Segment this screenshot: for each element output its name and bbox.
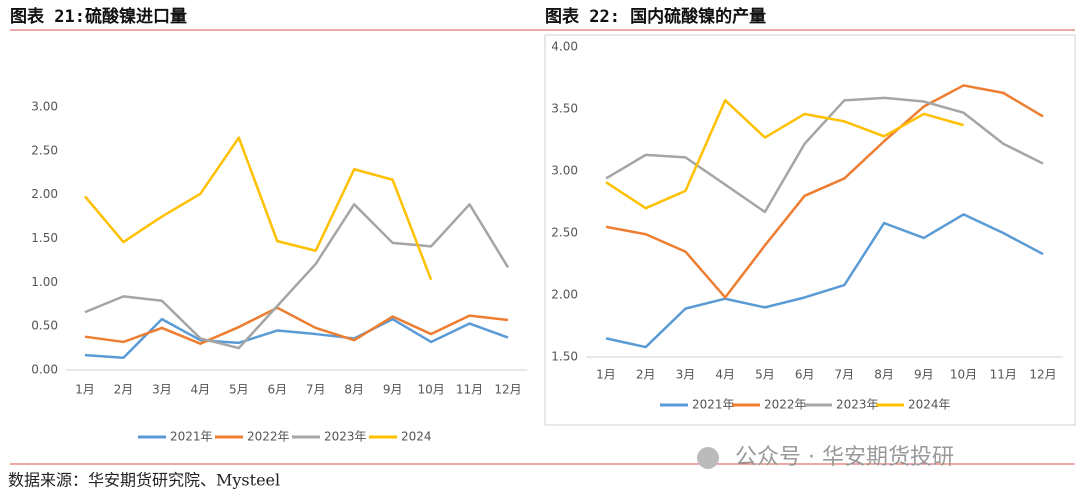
chart-title: 图表 22: 国内硫酸镍的产量 (545, 6, 766, 27)
legend-label: 2023年 (836, 398, 879, 412)
series-line (84, 203, 510, 350)
x-tick-label: 1月 (75, 383, 95, 397)
x-tick-label: 2月 (636, 368, 656, 382)
x-tick-label: 3月 (676, 368, 696, 382)
legend-label: 2022年 (247, 430, 290, 444)
x-tick-label: 9月 (914, 368, 934, 382)
x-tick-label: 7月 (306, 383, 326, 397)
series-line (605, 96, 1044, 214)
series-line (84, 306, 509, 345)
legend-label: 2024年 (908, 398, 951, 412)
x-tick-label: 4月 (715, 368, 735, 382)
source: 数据来源：华安期货研究院、Mysteel (8, 471, 280, 490)
y-tick-label: 2.00 (551, 288, 578, 302)
y-tick-label: 1.50 (31, 231, 58, 245)
x-tick-label: 11月 (990, 368, 1017, 382)
y-tick-label: 1.00 (31, 275, 58, 289)
legend-label: 2022年 (764, 398, 807, 412)
x-tick-label: 2月 (114, 383, 134, 397)
x-tick-label: 7月 (835, 368, 855, 382)
x-tick-label: 1月 (596, 368, 616, 382)
y-tick-label: 3.00 (31, 100, 58, 114)
y-tick-label: 2.00 (31, 187, 58, 201)
x-tick-label: 9月 (383, 383, 403, 397)
y-tick-label: 1.50 (551, 350, 578, 364)
series-line (605, 99, 964, 210)
x-tick-label: 5月 (229, 383, 249, 397)
y-tick-label: 0.50 (31, 319, 58, 333)
x-tick-label: 12月 (494, 383, 521, 397)
x-tick-label: 6月 (795, 368, 815, 382)
legend-label: 2021年 (692, 398, 735, 412)
legend-label: 2023年 (324, 430, 367, 444)
y-tick-label: 2.50 (551, 226, 578, 240)
x-tick-label: 12月 (1029, 368, 1056, 382)
x-tick-label: 8月 (874, 368, 894, 382)
y-tick-label: 4.00 (551, 40, 578, 54)
wechat-icon (697, 447, 719, 469)
x-tick-label: 5月 (755, 368, 775, 382)
x-tick-label: 3月 (152, 383, 172, 397)
y-tick-label: 2.50 (31, 143, 58, 157)
y-tick-label: 3.00 (551, 164, 578, 178)
x-tick-label: 11月 (456, 383, 483, 397)
x-tick-label: 10月 (417, 383, 444, 397)
series-line (84, 317, 509, 359)
x-tick-label: 6月 (267, 383, 287, 397)
x-tick-label: 10月 (950, 368, 977, 382)
series-line (605, 213, 1044, 349)
x-tick-label: 8月 (344, 383, 364, 397)
chart-frame (544, 34, 1076, 426)
y-tick-label: 3.50 (551, 102, 578, 116)
series-line (605, 84, 1044, 299)
watermark: 公众号 · 华安期货投研 (735, 445, 954, 470)
y-tick-label: 0.00 (31, 363, 58, 377)
series-line (84, 136, 433, 281)
chart-title: 图表 21:硫酸镍进口量 (10, 6, 187, 27)
legend-label: 2021年 (170, 430, 213, 444)
legend-label: 2024 (401, 430, 432, 444)
x-tick-label: 4月 (191, 383, 211, 397)
